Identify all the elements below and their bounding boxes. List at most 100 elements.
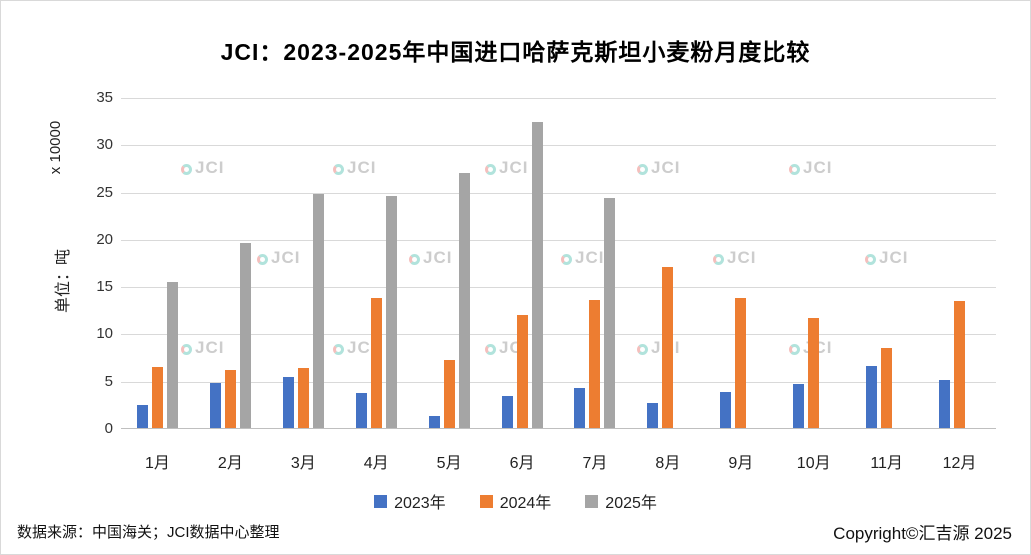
gridline [121,145,996,147]
y-tick-label: 5 [104,372,113,390]
bar-2024年-3月 [297,368,309,428]
legend-swatch-2023年 [374,494,388,508]
jci-logo-icon [561,254,572,265]
jci-logo-icon [637,344,648,355]
bar-2023年-2月 [209,382,221,428]
jci-logo-icon [333,164,344,175]
bar-2025年-4月 [385,196,397,428]
bar-2024年-9月 [735,298,747,428]
x-axis-label-10月: 10月 [796,455,831,472]
jci-watermark: JCI [485,158,528,178]
jci-watermark: JCI [333,158,376,178]
bar-2024年-4月 [370,298,382,428]
jci-watermark-text: JCI [727,248,757,267]
jci-logo-icon [485,344,496,355]
jci-logo-icon [257,254,268,265]
y-axis-unit-label: 单位：吨 [55,248,73,314]
chart-title: JCI：2023-2025年中国进口哈萨克斯坦小麦粉月度比较 [220,39,811,65]
x-axis-label-6月: 6月 [509,455,535,472]
bar-2024年-6月 [516,314,528,428]
jci-watermark: JCI [181,158,224,178]
jci-watermark: JCI [713,248,756,268]
bar-2025年-2月 [239,242,251,428]
jci-watermark-text: JCI [651,158,681,177]
jci-logo-icon [485,164,496,175]
jci-logo-icon [789,164,800,175]
gridline [121,287,996,289]
gridline [121,192,996,194]
legend-label-2023年: 2023年 [394,495,446,512]
jci-logo-icon [865,254,876,265]
x-axis-label-2月: 2月 [217,455,243,472]
jci-watermark-text: JCI [195,158,225,177]
bar-2024年-5月 [443,359,455,428]
bar-2023年-3月 [282,376,294,428]
jci-watermark: JCI [181,338,224,358]
jci-watermark: JCI [561,248,604,268]
gridline [121,98,996,99]
legend-label-2025年: 2025年 [605,495,657,512]
x-axis-labels: 1月 2月 3月 4月 5月 6月 7月 8月 9月 10月 11月 12月 [121,449,996,472]
y-tick-label: 15 [96,278,113,296]
legend-item-2025年: 2025年 [585,489,657,513]
bar-2024年-1月 [151,367,163,428]
y-tick-label: 35 [96,89,113,106]
jci-watermark-text: JCI [195,338,225,357]
legend-item-2023年: 2023年 [374,489,446,513]
y-tick-label: 20 [96,230,113,248]
jci-watermark: JCI [409,248,452,268]
x-axis-label-7月: 7月 [582,455,608,472]
jci-logo-icon [637,164,648,175]
jci-watermark: JCI [637,338,680,358]
jci-logo-icon [713,254,724,265]
gridline [121,239,996,241]
jci-watermark-text: JCI [575,248,605,267]
y-axis-ticks: 0 5 10 15 20 25 30 35 [73,89,113,437]
legend: 2023年 2024年 2025年 [1,489,1030,513]
jci-watermark-text: JCI [879,248,909,267]
x-axis-label-12月: 12月 [942,455,977,472]
legend-item-2024年: 2024年 [479,489,552,513]
bar-2023年-5月 [428,415,440,428]
x-axis-label-5月: 5月 [436,455,462,472]
jci-logo-icon [181,164,192,175]
bar-2023年-8月 [647,403,659,428]
y-tick-label: 0 [104,420,113,437]
x-axis-label-3月: 3月 [290,455,316,472]
jci-watermark-text: JCI [347,158,377,177]
jci-watermark-text: JCI [347,338,377,357]
jci-logo-icon [333,344,344,355]
bar-2025年-3月 [312,194,324,428]
bar-2023年-12月 [939,379,951,428]
jci-watermark: JCI [865,248,908,268]
x-axis-label-11月: 11月 [870,455,903,472]
jci-watermark-text: JCI [271,248,301,267]
gridline [121,334,996,336]
bar-2024年-8月 [662,267,674,428]
x-axis-label-4月: 4月 [363,455,389,472]
bar-2025年-5月 [458,172,470,428]
jci-logo-icon [409,254,420,265]
plot-area: JCIJCIJCIJCIJCIJCIJCIJCIJCIJCIJCIJCIJCIJ… [121,98,996,429]
legend-label-2024年: 2024年 [499,495,552,512]
legend-swatch-2024年 [479,494,493,508]
bar-2023年-7月 [574,388,586,428]
data-source-note: 数据来源：中国海关；JCI数据中心整理 [17,524,280,541]
x-axis-label-8月: 8月 [655,455,681,472]
bar-2025年-7月 [604,198,616,428]
jci-logo-icon [789,344,800,355]
bar-2024年-11月 [881,347,893,428]
jci-watermark: JCI [789,158,832,178]
bar-2025年-1月 [166,282,178,428]
jci-watermark: JCI [257,248,300,268]
jci-watermark: JCI [637,158,680,178]
jci-watermark-text: JCI [803,158,833,177]
jci-watermark-text: JCI [499,158,529,177]
y-tick-label: 25 [96,183,113,201]
bar-2023年-1月 [136,405,148,428]
jci-logo-icon [181,344,192,355]
y-tick-label: 10 [96,325,113,343]
y-tick-label: 30 [96,136,113,154]
bar-2024年-2月 [224,370,236,428]
